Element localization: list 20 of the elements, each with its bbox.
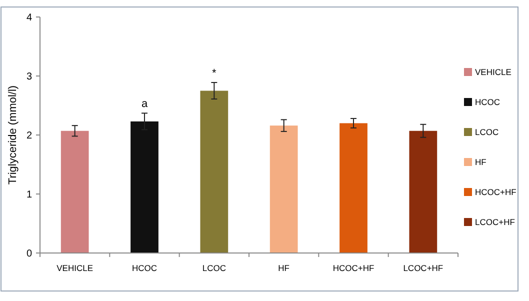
x-tick-label: LCOC bbox=[202, 263, 226, 273]
y-tick-label: 0 bbox=[26, 248, 32, 260]
x-tick-label: HF bbox=[278, 263, 290, 273]
annotation: * bbox=[212, 67, 218, 80]
legend-label: HF bbox=[475, 156, 486, 167]
legend-label: LCOC bbox=[475, 126, 499, 137]
x-tick-label: VEHICLE bbox=[56, 263, 94, 273]
legend-label: HCOC+HF bbox=[475, 186, 516, 197]
y-tick-label: 4 bbox=[26, 12, 32, 24]
y-tick-label: 2 bbox=[26, 130, 32, 142]
x-tick-label: HCOC bbox=[132, 263, 158, 273]
y-tick-label: 3 bbox=[26, 72, 32, 82]
x-tick-label: LCOC+HF bbox=[403, 263, 444, 273]
legend-label: LCOC+HF bbox=[475, 216, 515, 227]
y-tick-label: 1 bbox=[26, 190, 32, 200]
x-tick-label: HCOC+HF bbox=[332, 263, 374, 273]
legend-label: HCOC bbox=[475, 96, 500, 107]
annotation: a bbox=[141, 98, 148, 110]
y-axis-title: Triglyceride (mmol/l) bbox=[7, 85, 19, 185]
legend-label: VEHICLE bbox=[475, 66, 512, 77]
